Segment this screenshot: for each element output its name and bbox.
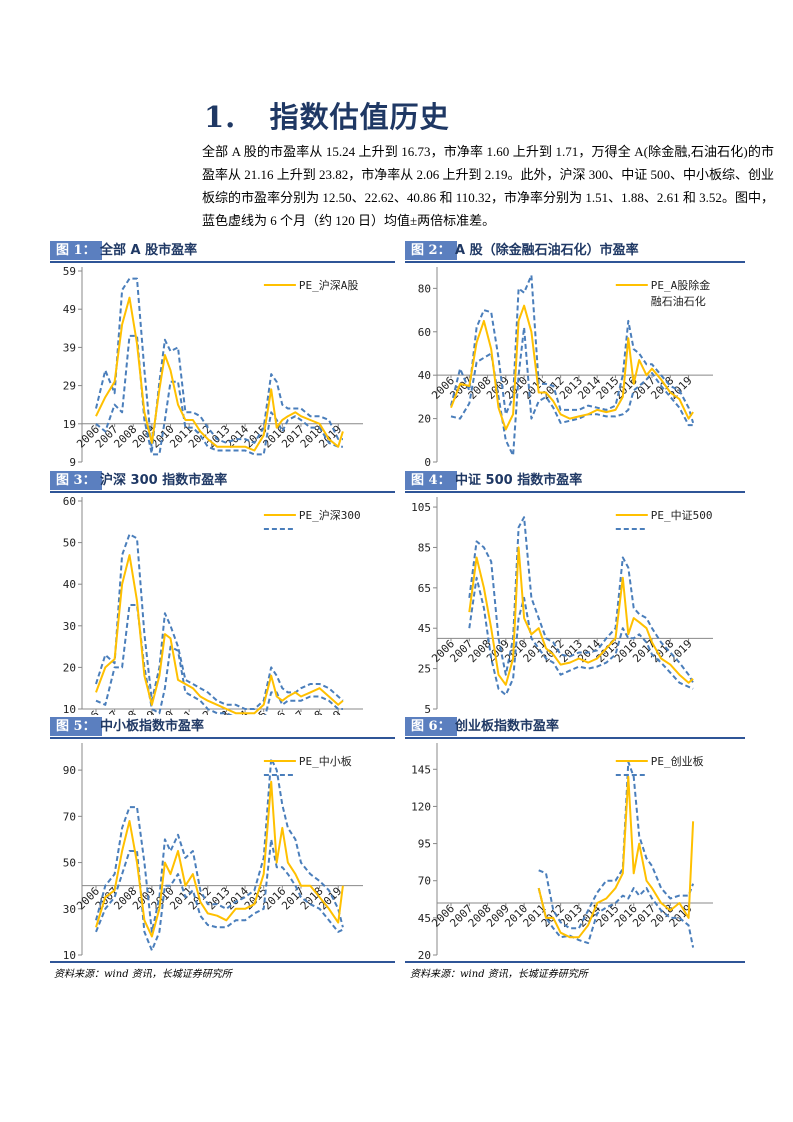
figure-title: 沪深 300 指数市盈率 — [100, 473, 228, 488]
y-tick-label: 20 — [418, 949, 431, 961]
y-tick-label: 70 — [63, 810, 76, 823]
lower-band-line — [537, 887, 695, 948]
upper-band-line — [95, 277, 343, 452]
figure-label: 图 3： — [50, 471, 102, 490]
y-tick-label: 9 — [69, 456, 76, 468]
chart-1: 9192939495920062007200820092010201120122… — [63, 265, 363, 469]
legend-label: PE_沪深300 — [299, 508, 361, 522]
upper-band-line — [450, 274, 695, 424]
y-tick-label: 120 — [411, 800, 431, 813]
pe-series-line — [450, 304, 694, 431]
y-tick-label: 59 — [63, 265, 76, 278]
chart-5: 1030507090200620072008200920102011201220… — [63, 743, 363, 962]
y-tick-label: 70 — [418, 875, 431, 888]
pe-series-line — [95, 296, 344, 452]
y-tick-label: 145 — [411, 763, 431, 776]
legend-label: 融石油石化 — [651, 294, 706, 308]
figure-5: 图 5： 中小板指数市盈率 10 30 50 70 90 2006 2007 2008 2009 2… — [50, 716, 395, 965]
divider — [405, 961, 745, 963]
y-tick-label: 45 — [418, 912, 431, 925]
figure-2: 图 2： A 股（除金融石油石化）市盈率 0 20 40 60 80 2006 2007 200… — [405, 240, 745, 472]
figure-title: 创业板指数市盈率 — [455, 719, 560, 734]
figure-6: 图 6： 创业板指数市盈率 20 45 70 95 120 145 2006 2007 2008 2… — [405, 716, 745, 965]
figure-label: 图 5： — [50, 717, 102, 736]
y-tick-label: 39 — [63, 341, 76, 354]
legend-label: PE_创业板 — [651, 754, 704, 768]
y-tick-label: 5 — [424, 703, 431, 715]
figure-4: 图 4： 中证 500 指数市盈率 5 25 45 65 85 105 2006 2007 200… — [405, 470, 745, 719]
upper-band-line — [95, 533, 344, 710]
y-tick-label: 30 — [63, 620, 76, 633]
figure-3: 图 3：沪深 300 指数市盈率 10203040506020062007200… — [50, 470, 395, 736]
legend-label: PE_A股除金 — [651, 278, 711, 292]
y-tick-label: 65 — [418, 582, 431, 595]
upper-band-line — [95, 757, 344, 933]
y-tick-label: 25 — [418, 663, 431, 676]
y-tick-label: 0 — [424, 456, 431, 468]
upper-band-line — [468, 516, 694, 684]
pe-series-line — [468, 546, 694, 686]
chart-6: 2045709512014520062007200820092010201120… — [411, 743, 713, 962]
figure-title: 中证 500 指数市盈率 — [455, 473, 583, 488]
y-tick-label: 10 — [63, 703, 76, 715]
figure-1: 图 1： 全部 A 股市盈率 9 19 29 39 49 59 2006 2007 2008 200… — [50, 240, 395, 472]
y-tick-label: 29 — [63, 380, 76, 393]
lower-band-line — [468, 576, 694, 696]
section-title: 指数估值历史 — [269, 100, 450, 134]
figure-title: A 股（除金融石油石化）市盈率 — [455, 243, 639, 258]
y-tick-label: 80 — [418, 282, 431, 295]
y-tick-label: 20 — [418, 413, 431, 426]
source-note: 资料来源：wind 资讯，长城证券研究所 — [54, 969, 232, 980]
pe-series-line — [537, 775, 695, 939]
y-tick-label: 30 — [63, 903, 76, 916]
figure-label: 图 2： — [405, 241, 457, 260]
figure-label: 图 4： — [405, 471, 457, 490]
y-tick-label: 49 — [63, 303, 76, 316]
figure-label: 图 1： — [50, 241, 102, 260]
legend-label: PE_中证500 — [651, 509, 713, 522]
pe-series-line — [95, 554, 344, 715]
y-tick-label: 50 — [63, 857, 76, 870]
y-tick-label: 105 — [411, 501, 431, 514]
y-tick-label: 45 — [418, 622, 431, 635]
y-tick-label: 19 — [63, 418, 76, 431]
y-tick-label: 10 — [63, 949, 76, 961]
y-tick-label: 60 — [418, 326, 431, 339]
legend-label: PE_沪深A股 — [299, 278, 359, 292]
section-number: 1. — [204, 100, 237, 134]
legend-label: PE_中小板 — [299, 754, 352, 768]
y-tick-label: 60 — [63, 495, 76, 508]
body-paragraph: 全部 A 股的市盈率从 15.24 上升到 16.73，市净率 1.60 上升到… — [202, 144, 775, 228]
pe-series-line — [95, 780, 344, 938]
figure-title: 中小板指数市盈率 — [100, 719, 205, 734]
y-tick-label: 20 — [63, 661, 76, 674]
y-tick-label: 95 — [418, 838, 431, 851]
divider — [50, 961, 395, 963]
source-note: 资料来源：wind 资讯，长城证券研究所 — [410, 969, 588, 980]
section-heading: 1. 指数估值历史 — [204, 94, 450, 136]
chart-2: 0204060802006200720082009201020112012201… — [418, 267, 713, 469]
lower-band-line — [95, 604, 343, 723]
chart-3: 1020304050602006200720082009201020112012… — [63, 495, 363, 736]
figure-label: 图 6： — [405, 717, 457, 736]
chart-4: 5254565851052006200720082009201020112012… — [411, 497, 713, 716]
y-tick-label: 50 — [63, 537, 76, 550]
y-tick-label: 40 — [418, 369, 431, 382]
y-tick-label: 40 — [63, 578, 76, 591]
y-tick-label: 90 — [63, 764, 76, 777]
figure-title: 全部 A 股市盈率 — [100, 243, 198, 258]
y-tick-label: 85 — [418, 541, 431, 554]
